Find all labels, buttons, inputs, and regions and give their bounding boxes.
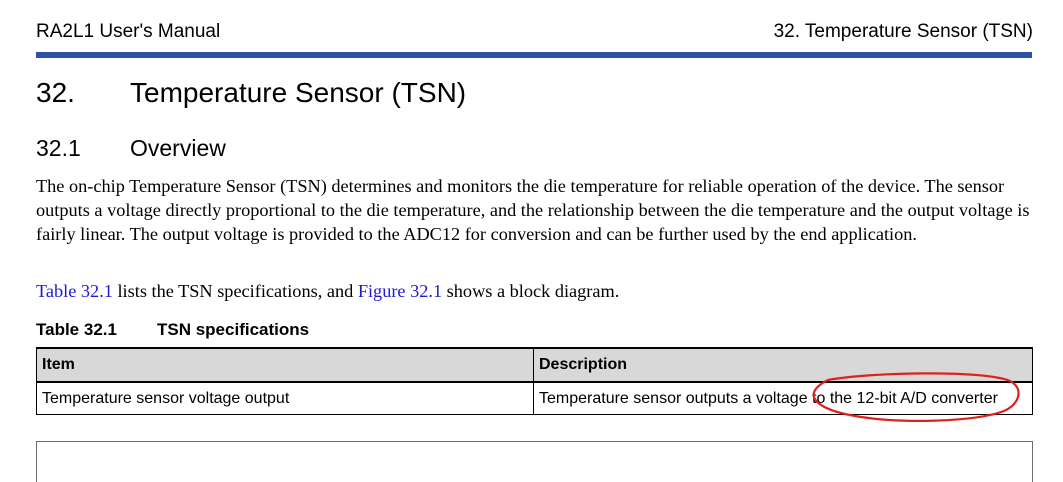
figure-link[interactable]: Figure 32.1 [357,281,443,301]
chapter-title: Temperature Sensor (TSN) [130,77,467,108]
table-header-row: Item Description [36,347,1033,383]
section-number: 32.1 [36,135,81,161]
section-title: Overview [130,135,226,161]
chapter-heading: 32. Temperature Sensor (TSN) [36,77,466,109]
table-row: Temperature sensor voltage output Temper… [36,381,1033,415]
reference-paragraph: Table 32.1 lists the TSN specifications,… [36,279,1036,303]
next-figure-box [36,441,1033,482]
table-link[interactable]: Table 32.1 [36,281,113,301]
header-rule [36,52,1032,58]
spec-table: Item Description Temperature sensor volt… [36,347,1033,415]
table-header-item: Item [36,347,534,383]
section-heading: 32.1 Overview [36,135,226,162]
header-left-title: RA2L1 User's Manual [36,21,221,42]
table-cell-description: Temperature sensor outputs a voltage to … [533,381,1033,415]
chapter-number: 32. [36,77,75,108]
table-header-description: Description [533,347,1033,383]
table-caption-title: TSN specifications [157,320,310,339]
table-caption: Table 32.1 TSN specifications [36,320,309,340]
header-right-title: 32. Temperature Sensor (TSN) [773,21,1033,42]
reference-text-end: shows a block diagram. [442,281,620,301]
overview-paragraph: The on-chip Temperature Sensor (TSN) det… [36,176,1030,244]
table-cell-item: Temperature sensor voltage output [36,381,534,415]
table-caption-number: Table 32.1 [36,320,117,339]
reference-text-mid: lists the TSN specifications, and [112,281,358,301]
